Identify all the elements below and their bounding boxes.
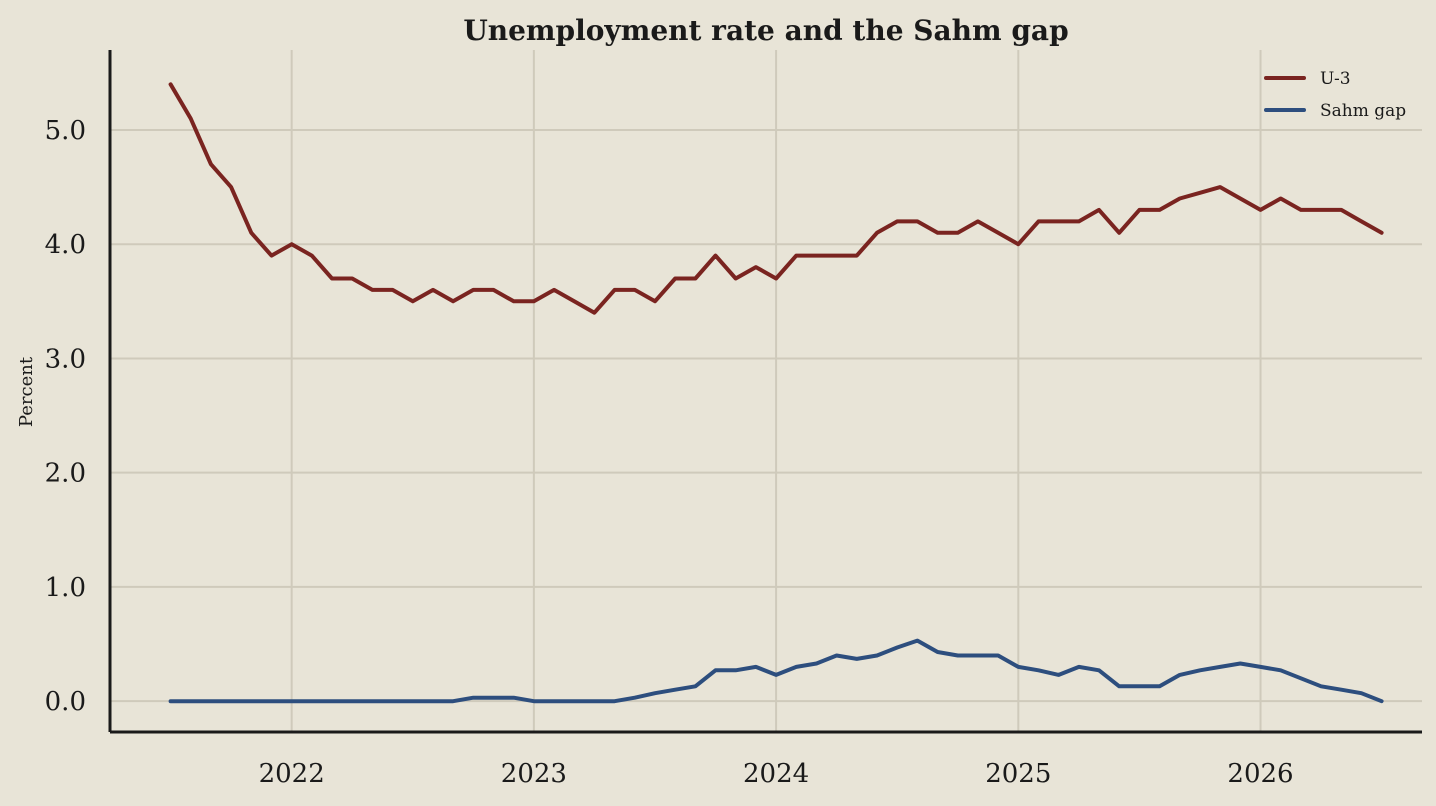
chart-title: Unemployment rate and the Sahm gap xyxy=(463,14,1068,47)
y-tick-label: 4.0 xyxy=(45,230,86,260)
axes xyxy=(108,50,1422,734)
legend-label: U-3 xyxy=(1320,69,1351,89)
y-tick-label: 3.0 xyxy=(45,344,86,374)
series-line-0 xyxy=(168,82,1384,315)
y-tick-label: 5.0 xyxy=(45,116,86,146)
legend-label: Sahm gap xyxy=(1320,101,1406,121)
legend: U-3 Sahm gap xyxy=(1264,69,1406,121)
x-tick-label: 2025 xyxy=(985,759,1051,789)
y-tick-label: 0.0 xyxy=(45,687,86,717)
x-tick-label: 2026 xyxy=(1227,759,1293,789)
y-tick-label: 2.0 xyxy=(45,459,86,489)
series-group xyxy=(168,82,1384,704)
y-tick-label: 1.0 xyxy=(45,573,86,603)
x-tick-label: 2024 xyxy=(743,759,809,789)
x-tick-label: 2022 xyxy=(259,759,325,789)
x-tick-label: 2023 xyxy=(501,759,567,789)
grid xyxy=(110,50,1422,732)
tick-labels: 0.0 1.0 2.0 3.0 4.0 5.0 2022 2023 2024 2025 2026 xyxy=(45,116,1294,789)
y-axis-label: Percent xyxy=(16,356,37,427)
series-line-1 xyxy=(168,638,1384,704)
